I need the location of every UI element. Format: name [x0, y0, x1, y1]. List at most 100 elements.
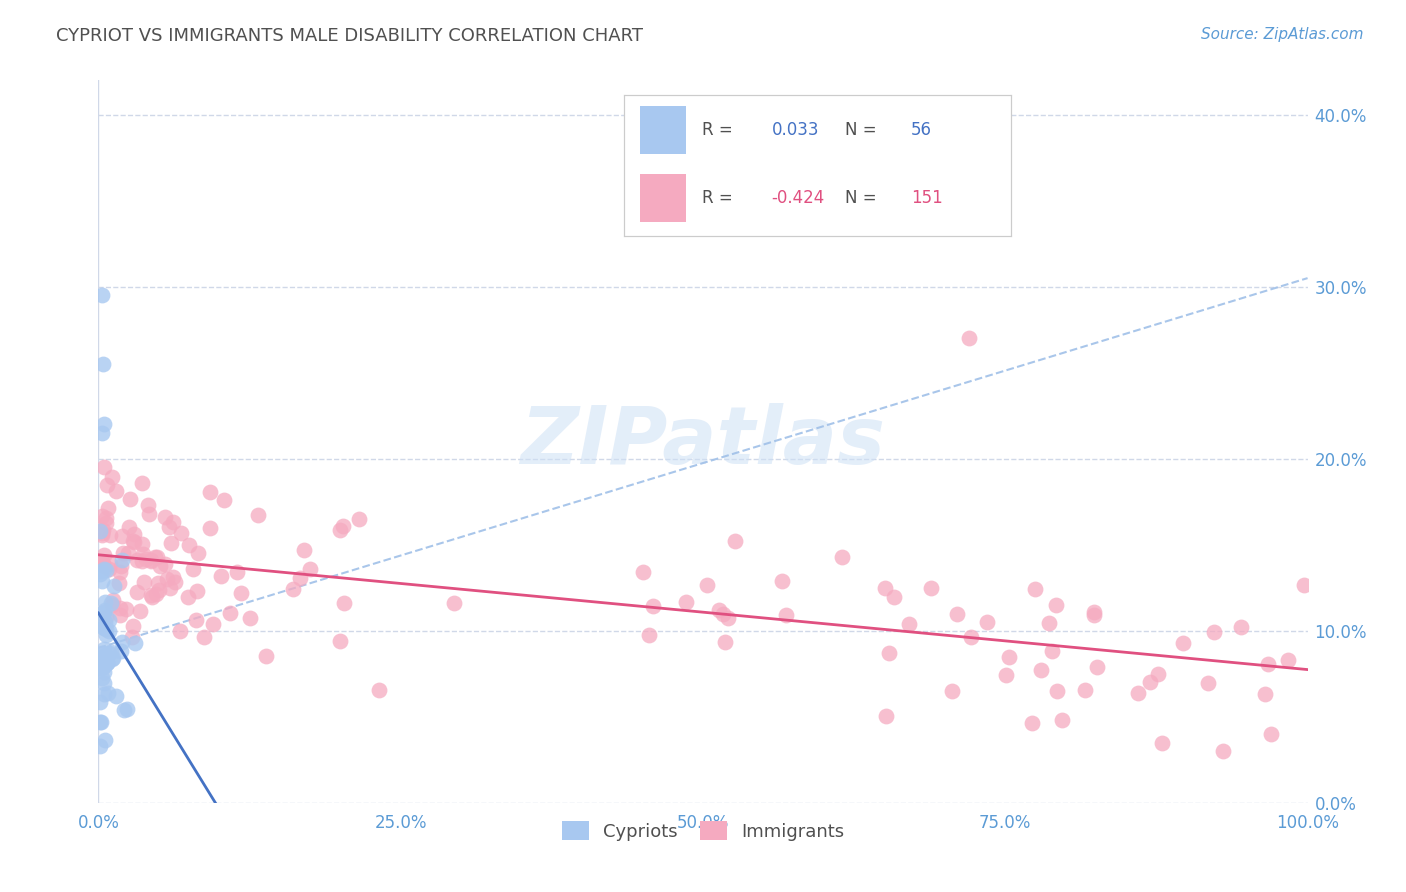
- Point: [149, 558, 172, 573]
- Point: [162, 515, 184, 529]
- Point: [131, 554, 153, 568]
- Point: [443, 596, 465, 610]
- Point: [187, 546, 209, 560]
- Text: ZIPatlas: ZIPatlas: [520, 402, 886, 481]
- Point: [91, 523, 114, 537]
- Point: [91, 288, 114, 302]
- Point: [138, 498, 160, 512]
- Point: [91, 528, 114, 542]
- Point: [959, 630, 981, 644]
- Point: [111, 546, 134, 560]
- Point: [129, 604, 152, 618]
- Point: [96, 477, 118, 491]
- Point: [90, 661, 112, 675]
- Point: [945, 607, 967, 621]
- Point: [132, 547, 155, 561]
- Point: [292, 542, 315, 557]
- Point: [717, 611, 740, 625]
- Point: [1024, 582, 1046, 596]
- Point: [368, 682, 391, 697]
- Point: [994, 668, 1017, 682]
- Point: [212, 492, 235, 507]
- Point: [875, 581, 897, 595]
- Point: [91, 660, 114, 674]
- Point: [96, 657, 118, 671]
- Point: [186, 584, 208, 599]
- Point: [110, 559, 132, 574]
- Point: [714, 635, 737, 649]
- Point: [117, 546, 139, 560]
- Point: [105, 483, 128, 498]
- Point: [139, 553, 162, 567]
- Point: [93, 658, 115, 673]
- Point: [93, 665, 115, 680]
- Point: [131, 537, 153, 551]
- Point: [631, 565, 654, 579]
- Point: [91, 607, 114, 621]
- Point: [1260, 727, 1282, 741]
- Point: [145, 550, 167, 565]
- Point: [641, 599, 664, 614]
- Point: [162, 570, 184, 584]
- Point: [229, 586, 252, 600]
- Point: [254, 649, 277, 664]
- Point: [299, 562, 322, 576]
- Point: [91, 606, 114, 620]
- Point: [1045, 598, 1067, 612]
- Point: [711, 607, 734, 622]
- Point: [108, 601, 131, 615]
- Point: [127, 585, 149, 599]
- Point: [1171, 636, 1194, 650]
- Point: [157, 519, 180, 533]
- Point: [1204, 625, 1226, 640]
- Point: [108, 576, 131, 591]
- Point: [93, 675, 115, 690]
- Point: [1083, 605, 1105, 619]
- Point: [94, 656, 117, 670]
- Point: [347, 512, 370, 526]
- Point: [103, 592, 125, 607]
- Point: [89, 739, 111, 754]
- Point: [111, 553, 134, 567]
- Point: [90, 651, 112, 665]
- Point: [141, 588, 163, 602]
- Point: [108, 565, 131, 579]
- Point: [93, 687, 115, 701]
- Point: [883, 590, 905, 604]
- Point: [159, 581, 181, 595]
- Point: [1040, 644, 1063, 658]
- Point: [91, 425, 114, 440]
- Point: [724, 534, 747, 549]
- Point: [98, 562, 121, 576]
- Point: [91, 619, 114, 633]
- Point: [91, 525, 114, 540]
- Point: [98, 624, 121, 638]
- Point: [118, 520, 141, 534]
- Point: [122, 533, 145, 548]
- Point: [94, 732, 117, 747]
- Point: [96, 516, 118, 530]
- Point: [281, 582, 304, 596]
- Point: [127, 553, 149, 567]
- Point: [100, 596, 122, 610]
- Text: Source: ZipAtlas.com: Source: ZipAtlas.com: [1201, 27, 1364, 42]
- Point: [91, 508, 114, 523]
- Point: [97, 501, 120, 516]
- Point: [170, 525, 193, 540]
- Point: [108, 607, 131, 622]
- Point: [91, 556, 114, 570]
- Point: [332, 596, 354, 610]
- Point: [1212, 744, 1234, 758]
- Point: [91, 555, 114, 569]
- Point: [89, 695, 111, 709]
- Point: [100, 599, 122, 613]
- Point: [124, 636, 146, 650]
- Point: [90, 574, 112, 588]
- Point: [225, 565, 247, 579]
- Point: [141, 590, 163, 604]
- Point: [637, 628, 659, 642]
- Point: [94, 563, 117, 577]
- Point: [1128, 686, 1150, 700]
- Point: [118, 492, 141, 507]
- Point: [1139, 675, 1161, 690]
